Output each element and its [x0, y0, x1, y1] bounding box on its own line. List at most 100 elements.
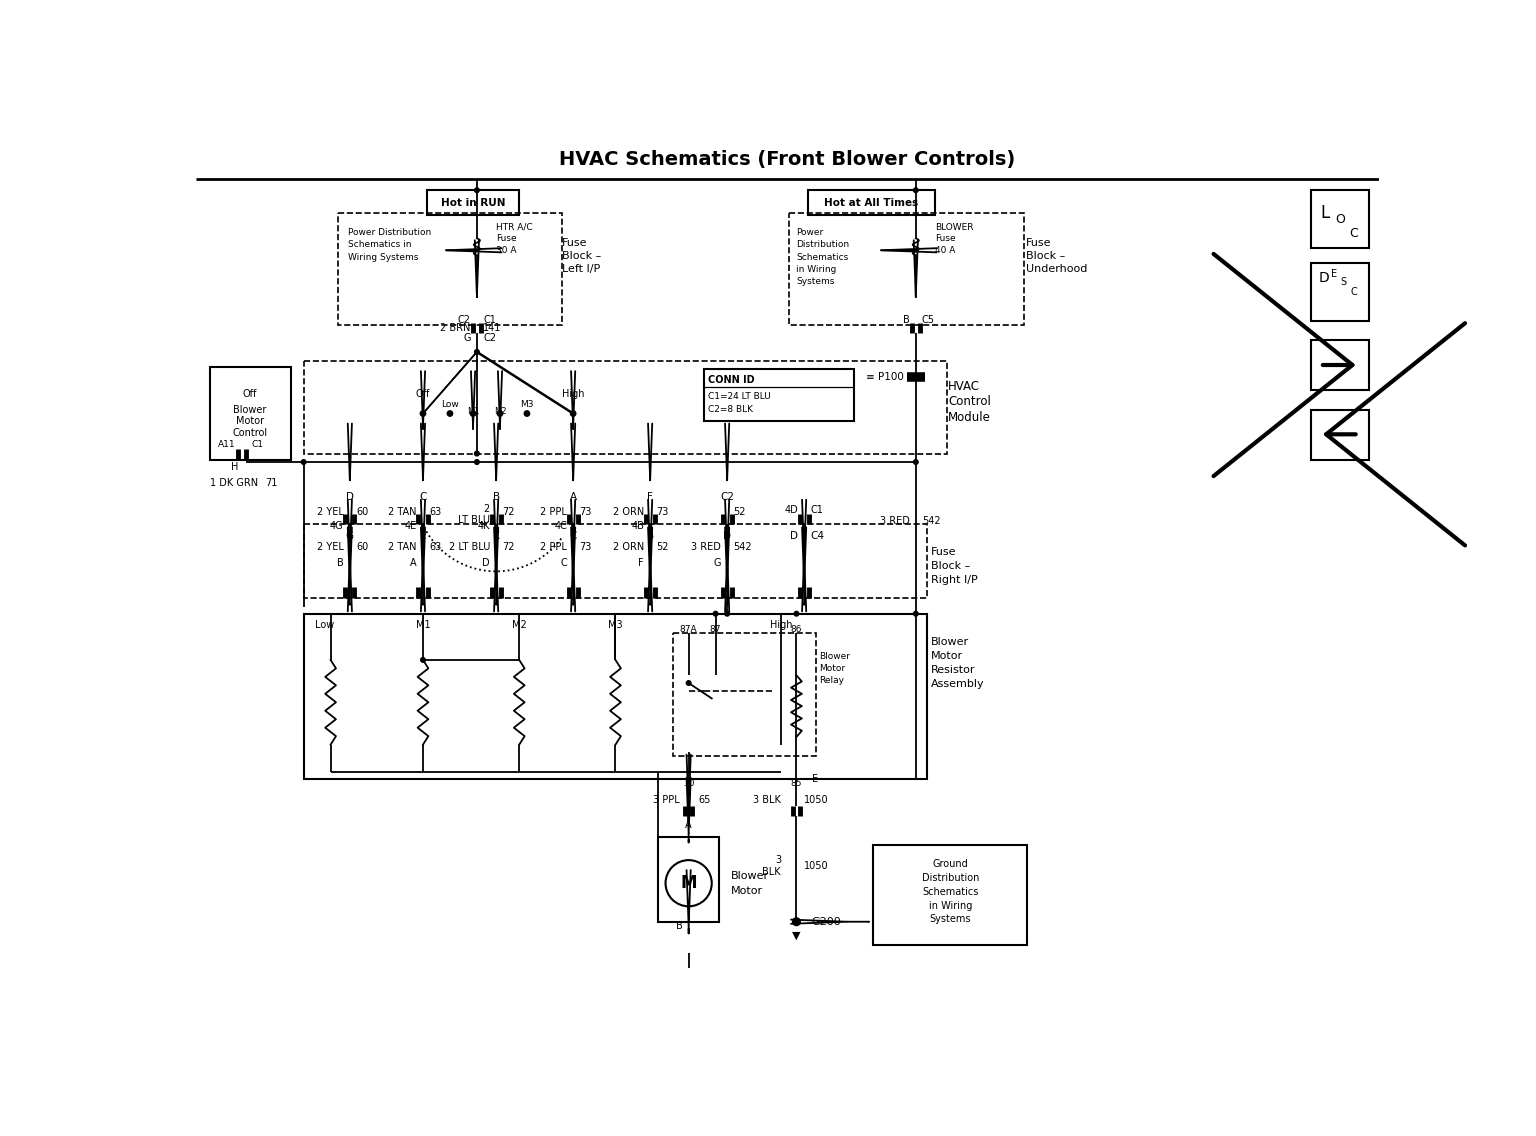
- Circle shape: [687, 680, 691, 685]
- Text: A: A: [410, 558, 416, 568]
- Circle shape: [447, 411, 453, 416]
- Text: B: B: [647, 531, 654, 541]
- Text: A: A: [570, 492, 576, 502]
- Text: D: D: [790, 531, 799, 541]
- Text: C: C: [561, 558, 567, 568]
- Text: Left I/P: Left I/P: [562, 264, 601, 274]
- Text: M2: M2: [493, 408, 507, 417]
- Text: 2 BRN: 2 BRN: [441, 323, 470, 333]
- Circle shape: [475, 451, 479, 456]
- Circle shape: [713, 611, 717, 616]
- Text: Fuse: Fuse: [1026, 237, 1052, 248]
- Circle shape: [725, 611, 730, 616]
- Text: 72: 72: [502, 507, 515, 517]
- Text: 72: 72: [502, 543, 515, 552]
- Text: Wiring Systems: Wiring Systems: [347, 252, 418, 261]
- Text: M: M: [680, 875, 697, 892]
- Text: E: E: [1330, 269, 1336, 278]
- Text: Motor: Motor: [235, 416, 264, 426]
- Text: E: E: [813, 775, 819, 784]
- Text: E: E: [419, 531, 425, 541]
- Circle shape: [421, 658, 425, 662]
- Text: Blower: Blower: [820, 652, 851, 660]
- Text: 1050: 1050: [805, 795, 829, 805]
- Text: D: D: [723, 531, 731, 541]
- Text: Power: Power: [797, 228, 823, 237]
- Text: C1: C1: [811, 504, 823, 515]
- Circle shape: [914, 460, 919, 465]
- Text: 141: 141: [482, 323, 501, 333]
- Text: B: B: [336, 558, 344, 568]
- Circle shape: [475, 460, 479, 465]
- Text: 2 TAN: 2 TAN: [389, 543, 416, 552]
- Text: C1: C1: [482, 315, 496, 325]
- Text: 52: 52: [733, 507, 746, 517]
- Text: 65: 65: [697, 795, 710, 805]
- Text: F: F: [639, 558, 644, 568]
- Text: 4B: 4B: [631, 521, 644, 531]
- Text: 3 PPL: 3 PPL: [653, 795, 679, 805]
- Text: Blower: Blower: [731, 870, 770, 880]
- Text: Schematics in: Schematics in: [347, 241, 412, 250]
- Text: ▼: ▼: [793, 930, 800, 941]
- Text: 3: 3: [776, 855, 780, 866]
- Circle shape: [794, 611, 799, 616]
- Text: B: B: [493, 492, 499, 502]
- Text: B: B: [903, 315, 909, 325]
- Text: Fuse: Fuse: [562, 237, 588, 248]
- Text: Low: Low: [441, 400, 459, 409]
- Text: Distribution: Distribution: [797, 241, 849, 250]
- Text: C2: C2: [482, 333, 496, 343]
- Text: 60: 60: [356, 507, 369, 517]
- Text: in Wiring: in Wiring: [929, 901, 972, 911]
- Text: A: A: [685, 820, 691, 830]
- Text: 4C: 4C: [554, 521, 567, 531]
- Text: O: O: [1335, 214, 1346, 226]
- Text: 63: 63: [429, 507, 441, 517]
- Text: 86: 86: [791, 625, 802, 634]
- Text: Block –: Block –: [1026, 251, 1064, 260]
- Text: 4K: 4K: [478, 521, 490, 531]
- Text: Hot in RUN: Hot in RUN: [441, 198, 505, 208]
- Text: C2: C2: [720, 492, 734, 502]
- Text: in Wiring: in Wiring: [797, 265, 837, 274]
- Text: Blower: Blower: [931, 637, 969, 648]
- Text: Assembly: Assembly: [931, 679, 985, 688]
- Text: 4G: 4G: [330, 521, 344, 531]
- Text: C1=24 LT BLU: C1=24 LT BLU: [708, 392, 771, 401]
- Text: 2 PPL: 2 PPL: [541, 543, 567, 552]
- Text: M3: M3: [608, 620, 622, 630]
- Text: HVAC: HVAC: [948, 381, 980, 393]
- Text: 3 RED: 3 RED: [880, 517, 909, 526]
- Text: Off: Off: [243, 390, 257, 399]
- Text: 85: 85: [791, 778, 802, 787]
- Text: Power Distribution: Power Distribution: [347, 228, 430, 237]
- Circle shape: [498, 411, 502, 416]
- Text: BLK: BLK: [762, 867, 780, 877]
- Circle shape: [570, 411, 576, 416]
- Text: 2 PPL: 2 PPL: [541, 507, 567, 517]
- Text: Schematics: Schematics: [922, 887, 978, 896]
- Text: 2: 2: [484, 504, 490, 513]
- Text: CONN ID: CONN ID: [708, 375, 754, 385]
- Text: C: C: [1349, 227, 1358, 240]
- Text: Fuse: Fuse: [935, 234, 955, 243]
- Text: 3 BLK: 3 BLK: [753, 795, 780, 805]
- Text: G: G: [464, 333, 470, 343]
- Text: 52: 52: [656, 543, 668, 552]
- Text: Systems: Systems: [929, 914, 971, 925]
- Circle shape: [301, 460, 306, 465]
- Text: 30: 30: [684, 778, 694, 787]
- Text: A11: A11: [218, 440, 235, 449]
- Text: 40 A: 40 A: [935, 245, 955, 254]
- Text: C: C: [1350, 287, 1358, 298]
- Text: 2 ORN: 2 ORN: [613, 507, 644, 517]
- Text: Control: Control: [232, 428, 267, 437]
- Text: Control: Control: [948, 395, 991, 409]
- Text: Underhood: Underhood: [1026, 264, 1087, 274]
- Text: D: D: [346, 492, 353, 502]
- Text: 87A: 87A: [680, 625, 697, 634]
- Text: C4: C4: [811, 531, 825, 541]
- Text: Hot at All Times: Hot at All Times: [823, 198, 919, 208]
- Text: Off: Off: [416, 390, 430, 399]
